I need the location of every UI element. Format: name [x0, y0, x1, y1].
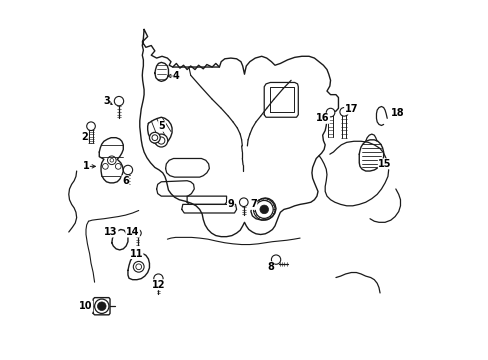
Polygon shape	[156, 181, 194, 196]
Text: 7: 7	[249, 199, 256, 210]
Polygon shape	[359, 140, 383, 171]
Text: 6: 6	[122, 176, 128, 186]
Text: 1: 1	[82, 161, 89, 171]
Polygon shape	[128, 253, 149, 280]
Text: 8: 8	[266, 262, 273, 272]
Polygon shape	[165, 158, 209, 177]
Text: 5: 5	[158, 121, 165, 131]
Text: 15: 15	[378, 159, 391, 169]
Polygon shape	[264, 82, 298, 117]
Text: 9: 9	[227, 199, 234, 210]
Circle shape	[325, 108, 334, 117]
Circle shape	[155, 134, 167, 147]
Circle shape	[86, 122, 95, 131]
Polygon shape	[147, 117, 172, 145]
Circle shape	[149, 132, 160, 143]
Text: 17: 17	[344, 104, 357, 114]
Text: 10: 10	[79, 301, 93, 311]
Text: 14: 14	[125, 227, 139, 237]
Polygon shape	[250, 198, 276, 220]
Circle shape	[133, 261, 144, 272]
Text: 3: 3	[103, 96, 110, 106]
Circle shape	[94, 299, 109, 314]
Polygon shape	[187, 196, 226, 204]
Polygon shape	[112, 229, 128, 250]
Circle shape	[97, 302, 106, 311]
Circle shape	[255, 201, 273, 219]
Polygon shape	[140, 30, 338, 237]
Text: 13: 13	[104, 227, 118, 237]
Polygon shape	[99, 138, 123, 183]
Text: 18: 18	[390, 108, 404, 118]
Text: 11: 11	[129, 248, 142, 258]
Circle shape	[110, 158, 113, 162]
Text: 16: 16	[315, 113, 329, 123]
Circle shape	[339, 108, 348, 116]
Text: 4: 4	[173, 71, 180, 81]
Text: 2: 2	[81, 132, 88, 142]
Text: 12: 12	[152, 280, 165, 290]
Circle shape	[260, 205, 268, 214]
Polygon shape	[93, 298, 110, 315]
Polygon shape	[155, 62, 168, 81]
Polygon shape	[182, 204, 236, 213]
